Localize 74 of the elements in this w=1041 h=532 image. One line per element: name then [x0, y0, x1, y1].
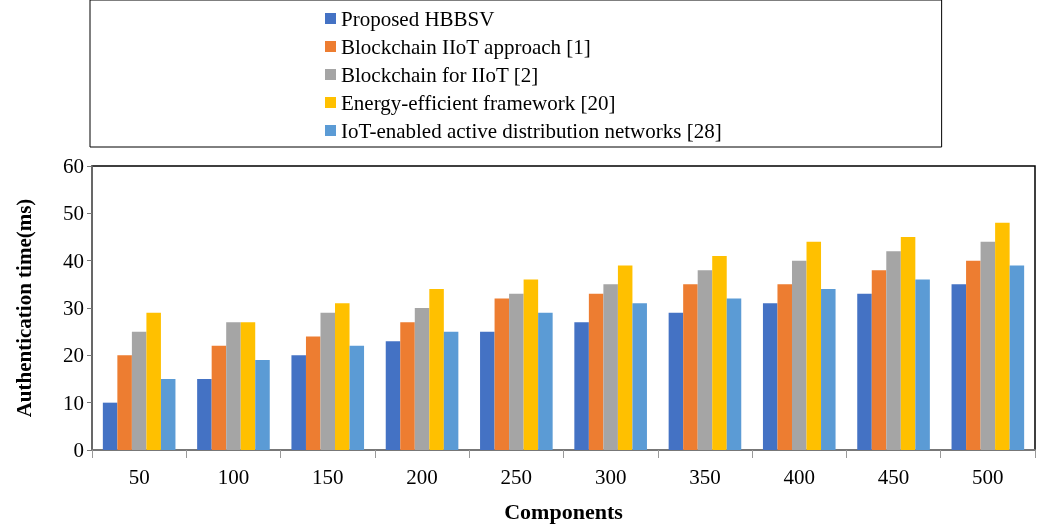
bar: [857, 293, 872, 450]
bar: [697, 270, 713, 450]
bar: [349, 345, 365, 450]
bar: [632, 303, 647, 450]
x-tick-label: 200: [406, 464, 438, 489]
bar: [712, 255, 727, 450]
bar: [980, 241, 996, 450]
bar: [791, 260, 807, 450]
x-tick-label: 400: [783, 464, 815, 489]
y-tick-label: 0: [73, 438, 84, 462]
legend-label: Energy-efficient framework [20]: [341, 90, 616, 115]
bar: [226, 322, 241, 450]
bar: [160, 379, 176, 450]
bar: [900, 237, 916, 450]
legend-label: Proposed HBBSV: [341, 6, 495, 31]
bar: [211, 345, 227, 450]
y-axis-title: Authentication time(ms): [11, 198, 36, 418]
bar: [806, 241, 822, 450]
bar: [995, 222, 1010, 450]
bar: [886, 251, 901, 450]
bar: [117, 355, 132, 450]
bar: [588, 293, 604, 450]
bar: [617, 265, 633, 450]
x-tick-label: 450: [877, 464, 910, 489]
x-tick-label: 150: [312, 464, 344, 489]
y-tick-label: 30: [63, 296, 84, 320]
bar: [400, 322, 415, 450]
legend-label: Blockchain for IIoT [2]: [341, 62, 539, 87]
bar: [726, 298, 742, 450]
x-tick-label: 350: [689, 464, 721, 489]
bar: [762, 303, 778, 450]
bar: [966, 260, 981, 450]
y-tick-label: 40: [63, 248, 84, 273]
x-tick-label: 100: [217, 464, 250, 489]
x-tick-label: 300: [594, 464, 627, 489]
bar: [915, 279, 930, 450]
bar: [821, 289, 836, 450]
bar: [255, 360, 270, 450]
bar: [871, 270, 887, 450]
bar: [574, 322, 589, 450]
y-tick-label: 50: [63, 201, 84, 226]
bar: [320, 312, 336, 450]
bar: [146, 312, 161, 450]
bar: [1009, 265, 1025, 450]
bar: [240, 322, 256, 450]
legend-label: Blockchain IIoT approach [1]: [341, 34, 591, 59]
y-tick-label: 10: [63, 390, 84, 415]
bar: [414, 308, 430, 450]
bar: [668, 312, 684, 450]
bar: [494, 298, 510, 450]
bar: [443, 331, 459, 450]
x-tick-label: 500: [972, 464, 1004, 489]
y-tick-label: 20: [63, 343, 84, 368]
bar: [305, 336, 321, 450]
bar: [951, 284, 967, 450]
x-tick-label: 50: [128, 464, 150, 489]
bar: [480, 331, 495, 450]
bar: [335, 303, 350, 450]
bar: [523, 279, 539, 450]
y-tick-label: 60: [63, 154, 84, 178]
bar: [509, 293, 524, 450]
bar: [131, 331, 147, 450]
bar: [385, 341, 401, 450]
bar: [291, 355, 306, 450]
bar: [683, 284, 698, 450]
bar: [538, 312, 553, 450]
x-tick-label: 250: [500, 464, 533, 489]
bar: [777, 284, 792, 450]
bar: [197, 379, 212, 450]
bar: [603, 284, 618, 450]
bar: [429, 289, 444, 450]
bar: [102, 402, 118, 450]
x-axis-title: Components: [504, 498, 624, 524]
legend-label: IoT-enabled active distribution networks [28]: [341, 118, 722, 143]
